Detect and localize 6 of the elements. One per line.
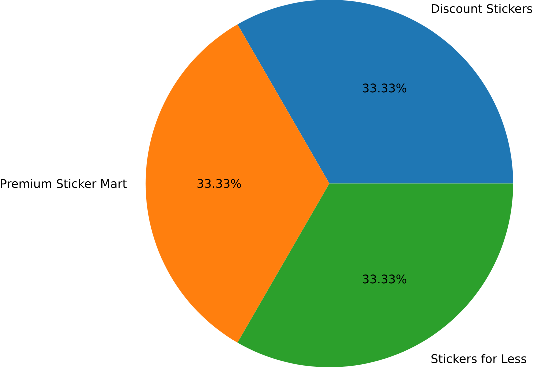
- data-label: 33.33%: [198, 180, 242, 188]
- slice-label: Stickers for Less: [432, 354, 527, 364]
- data-label: 33.33%: [363, 84, 407, 93]
- data-label: 33.33%: [363, 275, 407, 284]
- slice-label: Discount Stickers: [432, 4, 532, 14]
- slice-label: Premium Sticker Mart: [1, 179, 127, 189]
